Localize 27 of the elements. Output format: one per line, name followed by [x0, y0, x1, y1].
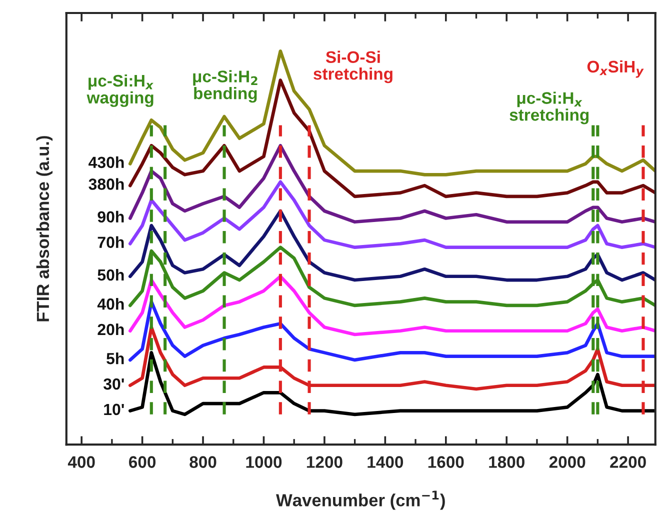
x-tick-label: 2200: [610, 456, 646, 468]
x-tick-label: 1200: [306, 456, 342, 468]
x-tick-label: 800: [190, 456, 216, 468]
x-axis-title: Wavenumber (cm$^{−1}$): [276, 490, 445, 510]
annotation: O$_{x}$SiH$_{y}$: [587, 60, 644, 78]
series-label: 430h: [88, 156, 124, 168]
x-tick-label: 1400: [368, 456, 404, 468]
x-tick-label: 2000: [549, 456, 586, 468]
x-tick-label: 600: [129, 456, 156, 468]
series-label: 380h: [88, 178, 124, 190]
series-label: 50h: [98, 268, 124, 281]
x-tick-label: 400: [68, 456, 95, 468]
series-label: 90h: [98, 210, 124, 223]
x-tick-label: 1800: [489, 456, 524, 468]
y-axis-title: FTIR absorbance (a.u.): [36, 136, 53, 322]
series-label: 5h: [106, 352, 124, 364]
series-label: 40h: [97, 298, 124, 310]
series-label: 10': [104, 404, 124, 416]
series-label: 20h: [98, 323, 124, 336]
annotation: Si-O-Si stretching: [314, 50, 392, 84]
series-label: 70h: [98, 236, 124, 248]
annotation: μc-Si:H$_{x}$ wagging: [86, 74, 154, 107]
series-label: 30': [103, 378, 124, 390]
annotation: μc-Si:H$_{x}$ stretching: [510, 92, 589, 124]
x-tick-label: 1000: [246, 456, 282, 468]
annotation: μc-Si:H$_{2}$ bending: [193, 70, 258, 103]
x-tick-label: 1600: [428, 456, 464, 468]
